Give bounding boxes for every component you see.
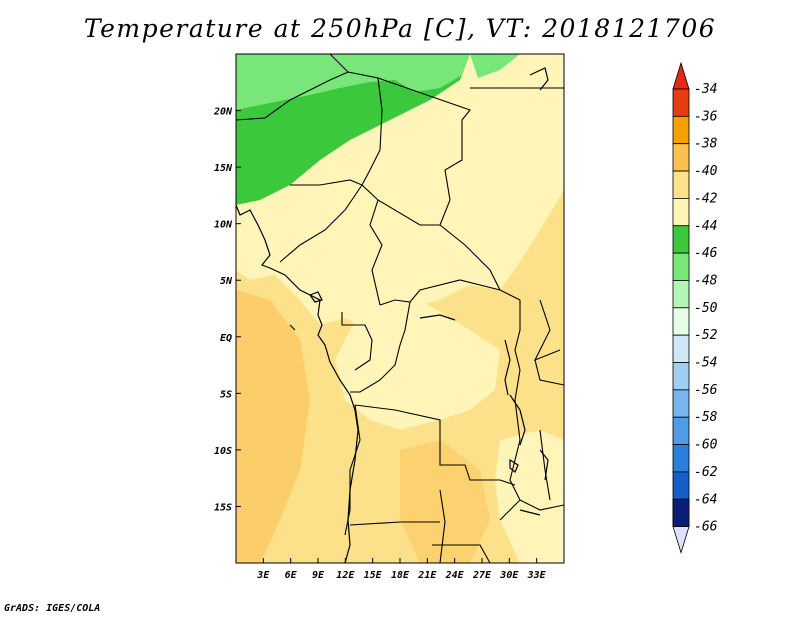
colorbar-label: -54 <box>694 356 717 371</box>
colorbar-bottom-arrow <box>672 526 690 554</box>
colorbar-label: -62 <box>694 465 718 480</box>
colorbar-label: -42 <box>694 191 718 206</box>
colorbar-segment <box>672 389 690 418</box>
colorbar-label: -48 <box>694 273 718 288</box>
lon-tick-label: 24E <box>445 570 465 581</box>
lat-tick-label: 10S <box>214 446 232 457</box>
lat-tick-label: 5S <box>220 389 232 400</box>
colorbar: -34 -36 -38 -40 -42 -44 -46 -48 -50 -52 -54 -56 -58 -… <box>672 61 718 554</box>
colorbar-segment <box>672 280 690 309</box>
colorbar-segment <box>672 444 690 473</box>
colorbar-label: -38 <box>694 137 718 152</box>
field-band-light-east <box>495 430 564 563</box>
colorbar-segment <box>672 416 690 445</box>
coastlines <box>236 67 549 563</box>
grads-credit: GrADS: IGES/COLA <box>4 603 101 614</box>
colorbar-segment <box>672 471 690 500</box>
colorbar-label: -52 <box>694 328 718 343</box>
lon-tick-label: 3E <box>256 570 270 581</box>
colorbar-label: -64 <box>694 492 717 507</box>
colorbar-segment <box>672 115 690 145</box>
map-title: Temperature at 250hPa [C], VT: 201812170… <box>83 14 717 43</box>
temperature-field <box>236 54 564 563</box>
field-band-warm <box>236 290 310 563</box>
lat-tick-label: 20N <box>213 107 233 118</box>
colorbar-segment <box>672 252 690 281</box>
colorbar-label: -34 <box>694 82 717 97</box>
lat-tick-label: 10N <box>214 220 233 231</box>
field-band-lightgreen <box>236 54 470 110</box>
colorbar-top-arrow <box>672 61 690 90</box>
colorbar-segment <box>672 170 690 199</box>
colorbar-segment <box>672 197 690 227</box>
colorbar-label: -44 <box>694 219 717 234</box>
lat-tick-label: 5N <box>220 276 233 287</box>
lon-tick-label: 6E <box>285 570 298 581</box>
field-band-warm-2 <box>400 440 490 563</box>
colorbar-label: -56 <box>694 383 718 398</box>
colorbar-segment <box>672 88 690 117</box>
colorbar-segment <box>672 307 690 336</box>
lon-tick-label: 12E <box>336 570 355 581</box>
colorbar-label: -66 <box>694 520 718 535</box>
lon-tick-label: 33E <box>527 570 547 581</box>
lon-tick-label: 15E <box>364 570 383 581</box>
longitude-axis: 3E 6E 9E 12E 15E 18E 21E 24E 27E 30E 33E <box>256 558 547 581</box>
colorbar-label: -40 <box>694 164 718 179</box>
colorbar-label: -36 <box>694 109 718 124</box>
lon-tick-label: 21E <box>417 570 437 581</box>
lat-tick-label: 15N <box>214 163 233 174</box>
lon-tick-label: 30E <box>499 570 519 581</box>
colorbar-label: -60 <box>694 438 718 453</box>
field-band-light-south <box>335 300 500 430</box>
lon-tick-label: 9E <box>312 570 325 581</box>
colorbar-label: -58 <box>694 410 718 425</box>
colorbar-segment <box>672 498 690 528</box>
latitude-axis: 20N 15N 10N 5N EQ 5S 10S 15S <box>213 107 241 513</box>
colorbar-segment <box>672 334 690 363</box>
colorbar-label: -46 <box>694 246 718 261</box>
lon-tick-label: 27E <box>472 570 492 581</box>
field-band-lightgreen-ne <box>470 54 520 78</box>
lon-tick-label: 18E <box>391 570 410 581</box>
colorbar-segment <box>672 143 690 172</box>
colorbar-segment <box>672 362 690 391</box>
lat-tick-label: 15S <box>214 502 232 513</box>
lat-tick-label: EQ <box>220 333 232 344</box>
colorbar-label: -50 <box>694 301 718 316</box>
colorbar-segment <box>672 225 690 254</box>
